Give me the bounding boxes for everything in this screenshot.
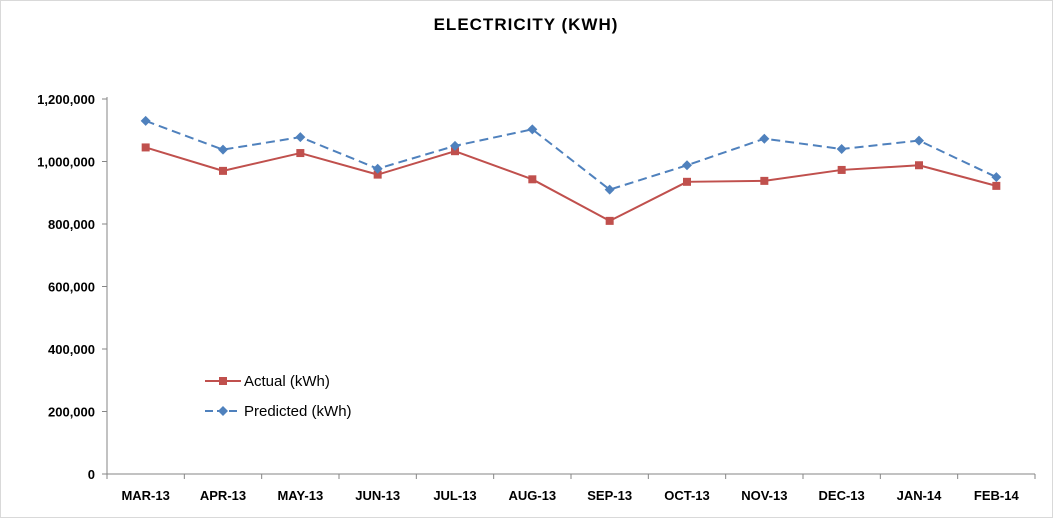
series-line <box>145 119 997 191</box>
x-tick-label: JUN-13 <box>355 488 400 503</box>
data-point <box>682 160 692 171</box>
data-point <box>915 161 923 170</box>
x-tick-label: JAN-14 <box>897 488 943 503</box>
legend-label: Predicted (kWh) <box>244 403 352 420</box>
y-tick-label: 800,000 <box>48 217 95 232</box>
data-point <box>992 181 1001 190</box>
x-tick-label: JUL-13 <box>433 488 476 503</box>
data-point <box>296 149 305 158</box>
data-point <box>837 165 846 174</box>
legend-label: Actual (kWh) <box>244 373 330 390</box>
x-tick-label: AUG-13 <box>508 488 556 503</box>
legend: Actual (kWh) Predicted (kWh) <box>205 373 352 420</box>
x-tick-label: FEB-14 <box>974 488 1020 503</box>
data-point <box>528 175 537 184</box>
y-tick-label: 200,000 <box>48 405 95 420</box>
y-tick-label: 400,000 <box>48 342 95 357</box>
legend-marker <box>219 377 227 385</box>
series-actual <box>141 143 1001 225</box>
data-point <box>219 166 227 175</box>
data-point <box>450 140 460 151</box>
legend-marker <box>218 406 228 416</box>
data-point <box>991 172 1002 183</box>
data-point <box>372 163 383 174</box>
data-point <box>295 132 306 143</box>
data-point <box>605 216 614 225</box>
data-point <box>604 184 615 195</box>
series-group <box>140 115 1002 225</box>
y-tick-label: 1,200,000 <box>37 92 95 107</box>
data-point <box>140 115 151 126</box>
data-point <box>218 144 228 155</box>
x-axis-ticks: MAR-13 APR-13 MAY-13 JUN-13 JUL-13 AUG-13 SEP-… <box>106 474 1036 503</box>
data-point <box>914 135 924 146</box>
x-tick-label: APR-13 <box>200 488 246 503</box>
x-tick-label: OCT-13 <box>664 488 710 503</box>
data-point <box>683 177 691 186</box>
y-tick-label: 0 <box>88 467 95 482</box>
data-point <box>451 147 459 156</box>
data-point <box>836 144 847 154</box>
x-tick-label: MAR-13 <box>121 488 169 503</box>
data-point <box>527 124 538 135</box>
data-point <box>760 176 769 185</box>
y-tick-label: 600,000 <box>48 280 95 295</box>
x-tick-label: MAY-13 <box>277 488 323 503</box>
series-predicted <box>140 115 1002 195</box>
chart-title: ELECTRICITY (KWH) <box>434 15 619 34</box>
data-point <box>373 170 382 179</box>
x-tick-label: DEC-13 <box>819 488 865 503</box>
y-axis-ticks: 0 200,000 400,000 600,000 800,000 1,000,000 1,… <box>37 92 107 482</box>
y-tick-label: 1,000,000 <box>37 155 95 170</box>
data-point <box>759 133 770 144</box>
x-tick-label: SEP-13 <box>587 488 632 503</box>
legend-item: Actual (kWh) <box>205 373 330 390</box>
data-point <box>141 143 150 152</box>
x-tick-label: NOV-13 <box>741 488 787 503</box>
series-line <box>145 146 997 222</box>
legend-item: Predicted (kWh) <box>205 403 352 420</box>
